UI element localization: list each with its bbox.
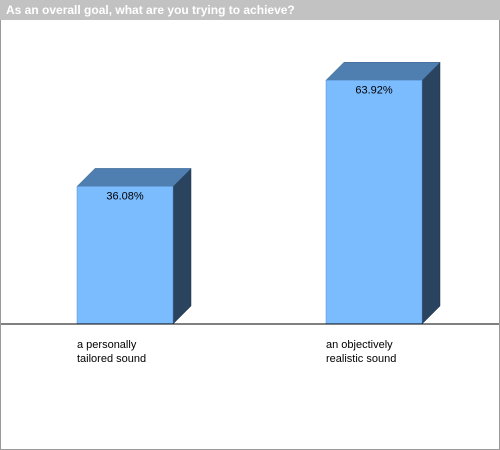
- bar-2: [325, 61, 441, 325]
- bars-group: [76, 61, 441, 325]
- bar-front-face: [325, 80, 423, 325]
- bar-front-face: [76, 186, 174, 325]
- x-tick-label-1: a personally tailored sound: [77, 339, 146, 365]
- chart-title-bar: As an overall goal, what are you trying …: [0, 0, 500, 20]
- bar-top-face: [76, 168, 192, 187]
- bar-side-face: [421, 61, 441, 325]
- chart-title: As an overall goal, what are you trying …: [6, 3, 295, 17]
- bar-top-face: [325, 62, 441, 81]
- bar-side-face: [172, 167, 192, 325]
- data-label-1: 36.08%: [106, 190, 144, 202]
- x-tick-label-2: an objectively realistic sound: [326, 339, 396, 365]
- bar-1: [76, 167, 192, 325]
- data-label-2: 63.92%: [355, 84, 393, 96]
- labels-group: 36.08% a personally tailored sound 63.92% an…: [77, 84, 396, 365]
